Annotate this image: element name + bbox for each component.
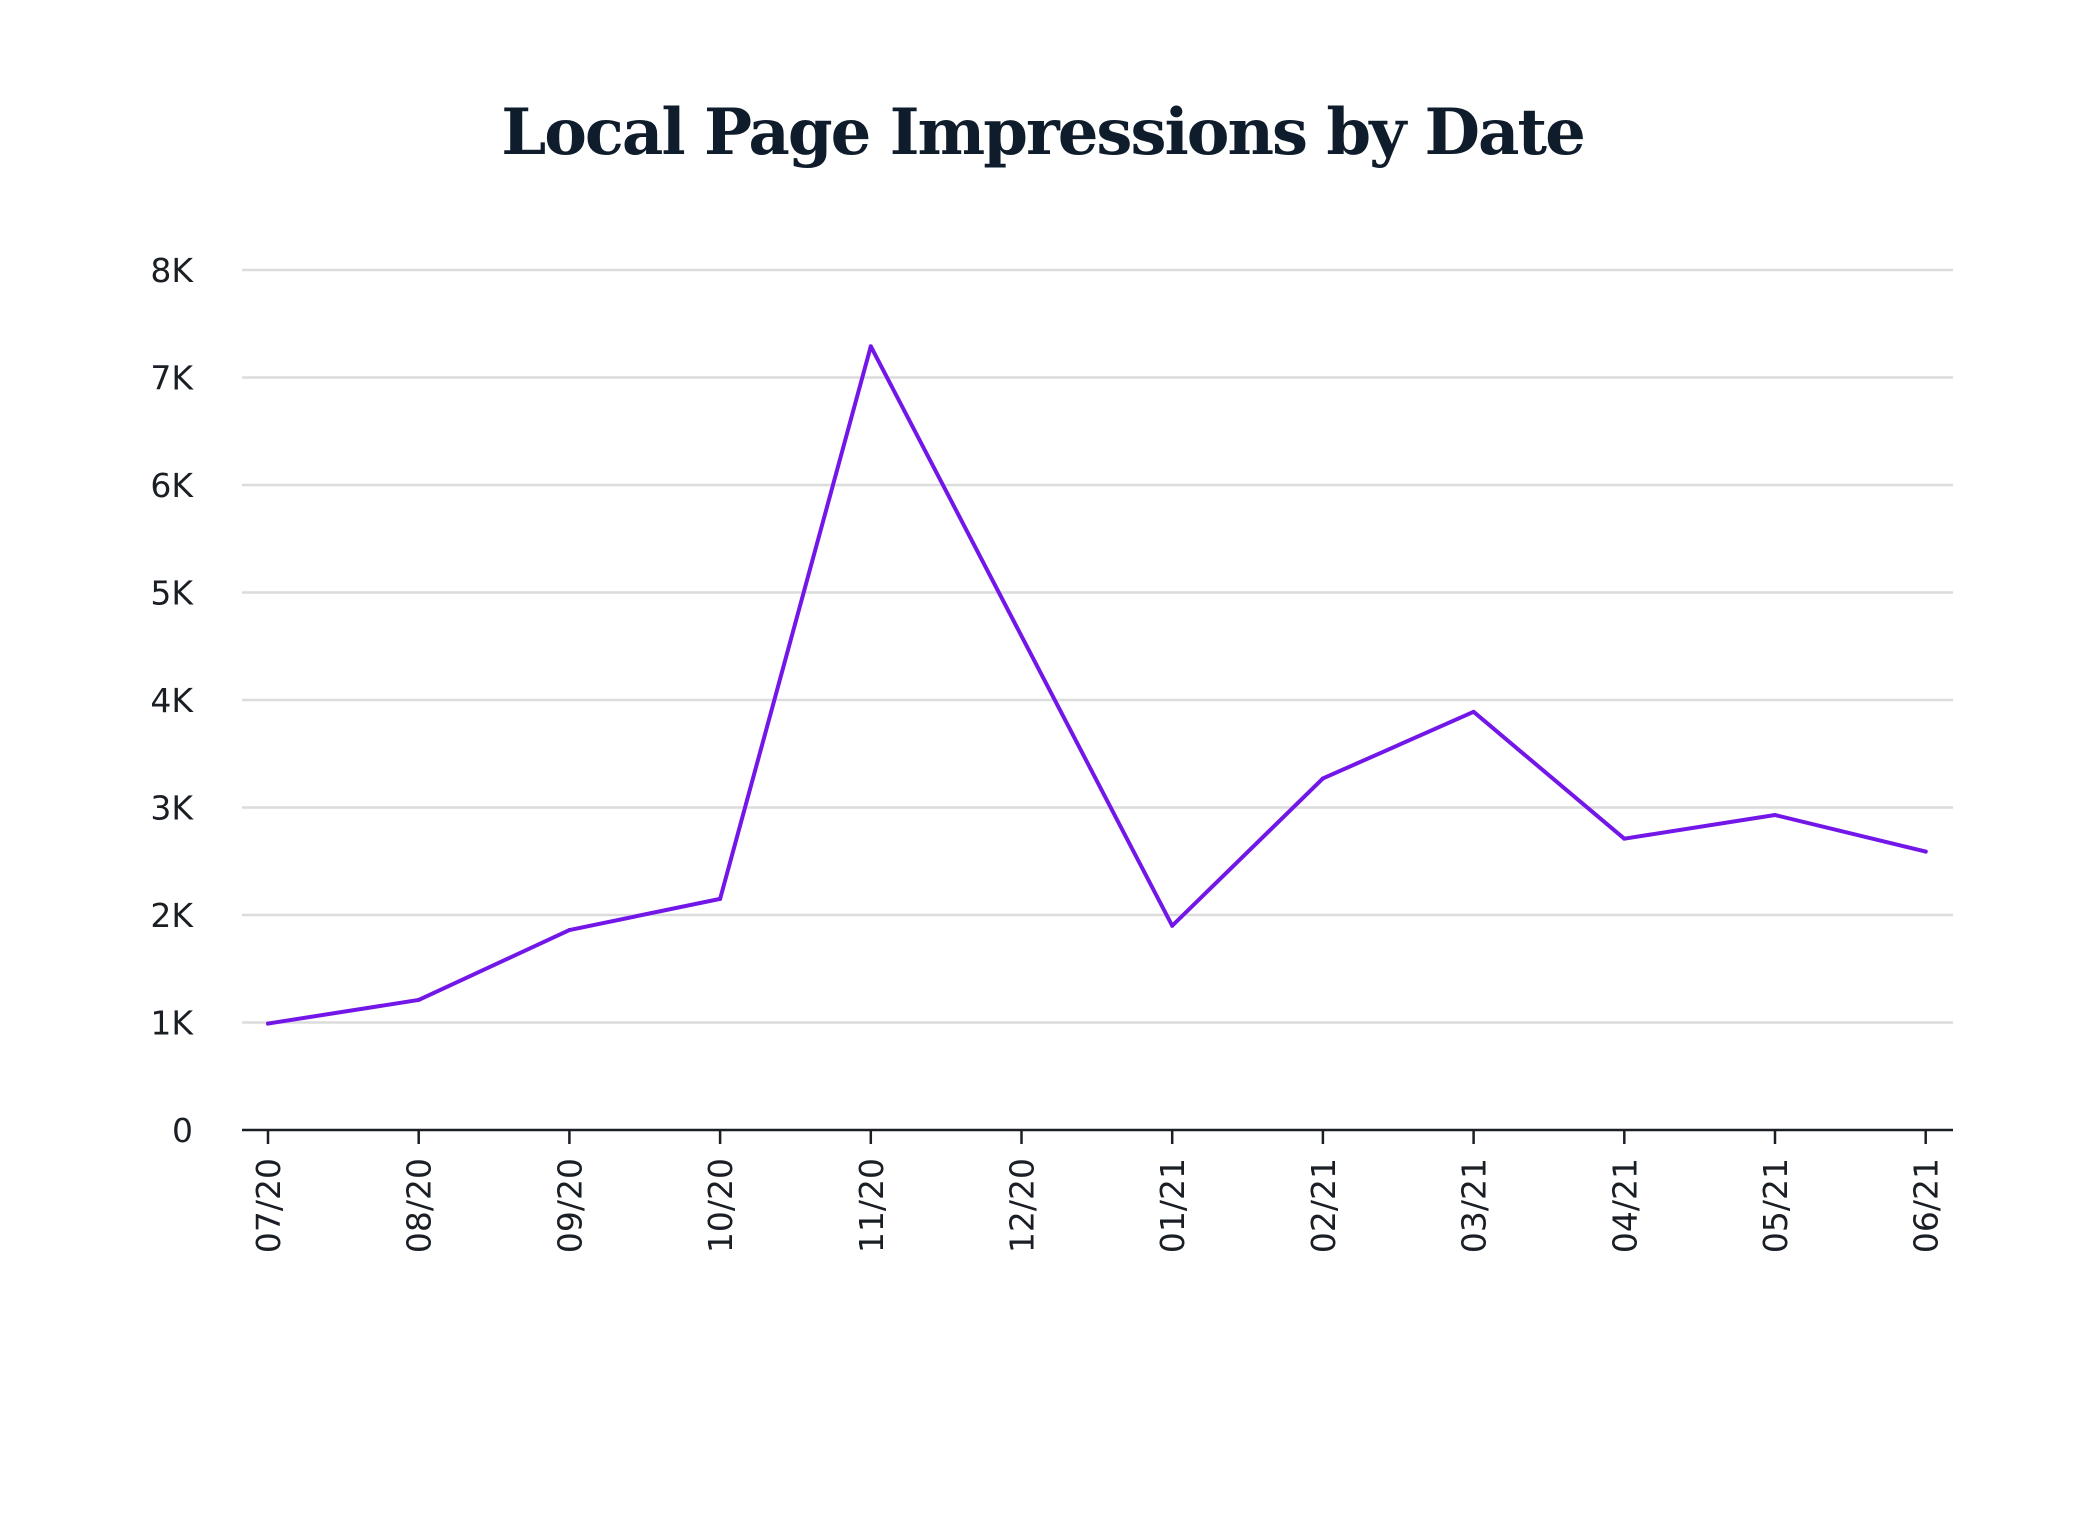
y-tick-label: 1K [150,1004,194,1043]
x-tick-label: 09/20 [550,1158,589,1253]
x-tick-label: 04/21 [1605,1158,1644,1253]
x-axis-ticks: 07/20 08/20 09/20 10/20 11/20 12/20 01/21 02/21… [249,1130,1946,1253]
data-point [416,997,421,1002]
y-tick-label: 6K [150,466,194,505]
y-axis-ticks: 0 1K 2K 3K 4K 5K 6K 7K 8K [150,251,194,1150]
data-point [868,344,873,349]
data-point [1923,849,1928,854]
y-tick-label: 0 [172,1111,193,1150]
y-tick-label: 8K [150,251,194,290]
x-tick-label: 11/20 [852,1158,891,1253]
series-line [266,344,1928,1026]
y-tick-label: 4K [150,681,194,720]
y-tick-label: 5K [150,574,194,613]
chart-title: Local Page Impressions by Date [501,95,1586,170]
data-point [1622,836,1627,841]
y-tick-label: 3K [150,789,194,828]
y-tick-label: 2K [150,896,194,935]
x-tick-label: 02/21 [1304,1158,1343,1253]
data-point [1170,923,1175,928]
data-point [1773,813,1777,818]
x-tick-label: 12/20 [1003,1158,1042,1253]
data-point [266,1021,270,1026]
data-point [718,896,723,901]
x-tick-label: 03/21 [1455,1158,1494,1253]
data-point [1320,776,1325,781]
x-tick-label: 10/20 [701,1158,740,1253]
x-tick-label: 08/20 [400,1158,439,1253]
x-tick-label: 05/21 [1756,1158,1795,1253]
series [266,344,1928,1026]
data-point [567,928,572,933]
y-tick-label: 7K [150,359,194,398]
x-tick-label: 01/21 [1153,1158,1192,1253]
gridlines [242,268,1953,1024]
x-tick-label: 06/21 [1907,1158,1946,1253]
data-point [1471,709,1476,714]
x-tick-label: 07/20 [249,1158,288,1253]
